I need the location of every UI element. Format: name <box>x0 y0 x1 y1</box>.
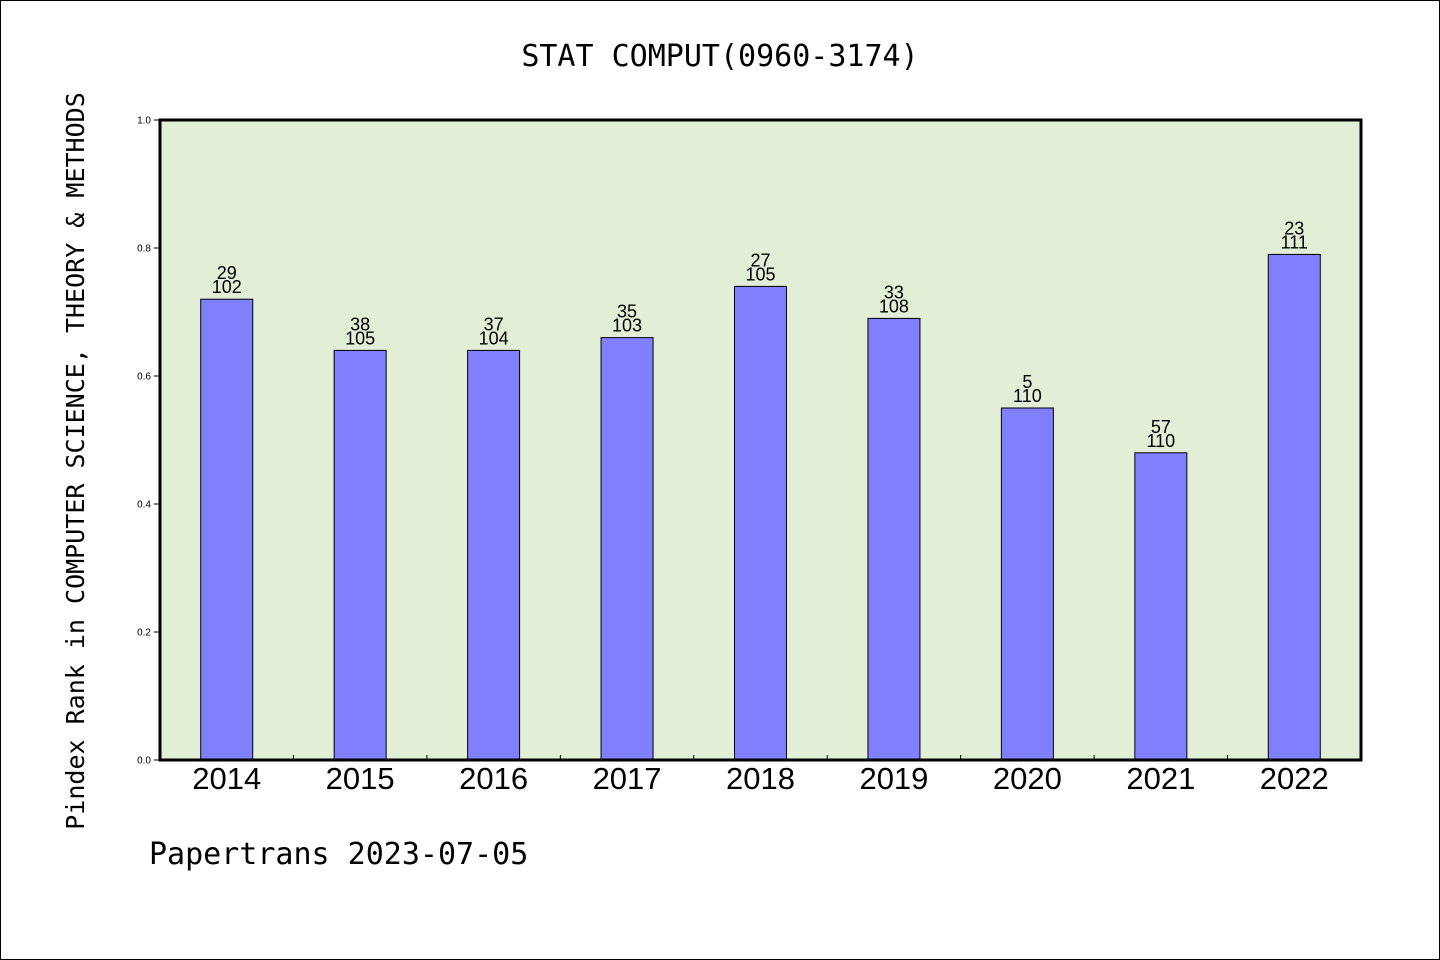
bar-2021 <box>1134 452 1188 761</box>
bar-2015 <box>333 349 387 761</box>
x-tick-label-2021: 2021 <box>1126 761 1195 796</box>
bar-total-label-2019: 108 <box>879 296 909 316</box>
plot-border <box>158 118 1363 762</box>
bar-total-label-2016: 104 <box>479 328 509 348</box>
bars-group <box>200 253 1321 761</box>
y-axis-label: Pindex Rank in COMPUTER SCIENCE, THEORY … <box>61 92 90 830</box>
bar-rank-label-2014: 29 <box>217 263 237 283</box>
y-tick-label: 0.8 <box>137 244 151 255</box>
y-tick-label: 0.4 <box>137 500 151 511</box>
bar-rank-label-2019: 33 <box>884 282 904 302</box>
bar-rank-label-2018: 27 <box>750 250 770 270</box>
bar-total-label-2022: 111 <box>1281 232 1308 252</box>
bar-rank-label-2016: 37 <box>484 314 504 334</box>
x-axis: 2014 2015 2016 2017 2018 2019 2020 2021 2022 <box>192 755 1329 796</box>
x-tick-label-2019: 2019 <box>859 761 928 796</box>
footer-source: Papertrans 2023-07-05 <box>149 837 528 872</box>
bar-2020 <box>1000 407 1054 761</box>
x-tick-label-2022: 2022 <box>1260 761 1329 796</box>
y-axis: 0.0 0.2 0.4 0.6 0.8 1.0 <box>137 116 160 767</box>
bar-2014 <box>200 298 254 761</box>
bar-2022 <box>1267 253 1321 761</box>
y-tick-label: 0.2 <box>137 628 151 639</box>
bar-labels-group: 2910238105371043510327105331085110571102… <box>212 218 1308 450</box>
bar-total-label-2017: 103 <box>612 316 642 336</box>
bar-2018 <box>734 285 787 761</box>
y-tick-label: 1.0 <box>137 116 151 127</box>
bar-total-label-2015: 105 <box>345 328 375 348</box>
chart-title: STAT COMPUT(0960-3174) <box>521 39 918 74</box>
bar-rank-label-2022: 23 <box>1284 218 1304 238</box>
bar-2016 <box>467 349 521 761</box>
bar-2017 <box>600 337 654 761</box>
bar-rank-label-2021: 57 <box>1151 417 1171 437</box>
bar-total-label-2014: 102 <box>212 277 242 297</box>
y-tick-label: 0.6 <box>137 372 151 383</box>
bar-rank-label-2015: 38 <box>350 314 370 334</box>
bar-total-label-2021: 110 <box>1146 431 1175 451</box>
y-tick-label: 0.0 <box>137 756 151 767</box>
x-tick-label-2020: 2020 <box>993 761 1062 796</box>
bar-rank-label-2020: 5 <box>1022 372 1032 392</box>
bar-2019 <box>867 317 921 761</box>
x-tick-label-2018: 2018 <box>726 761 795 796</box>
bar-total-label-2018: 105 <box>745 264 775 284</box>
x-tick-label-2014: 2014 <box>192 761 261 796</box>
x-tick-label-2017: 2017 <box>593 761 662 796</box>
x-tick-label-2016: 2016 <box>459 761 528 796</box>
x-tick-label-2015: 2015 <box>326 761 395 796</box>
bar-total-label-2020: 110 <box>1013 386 1042 406</box>
bar-rank-label-2017: 35 <box>617 302 637 322</box>
